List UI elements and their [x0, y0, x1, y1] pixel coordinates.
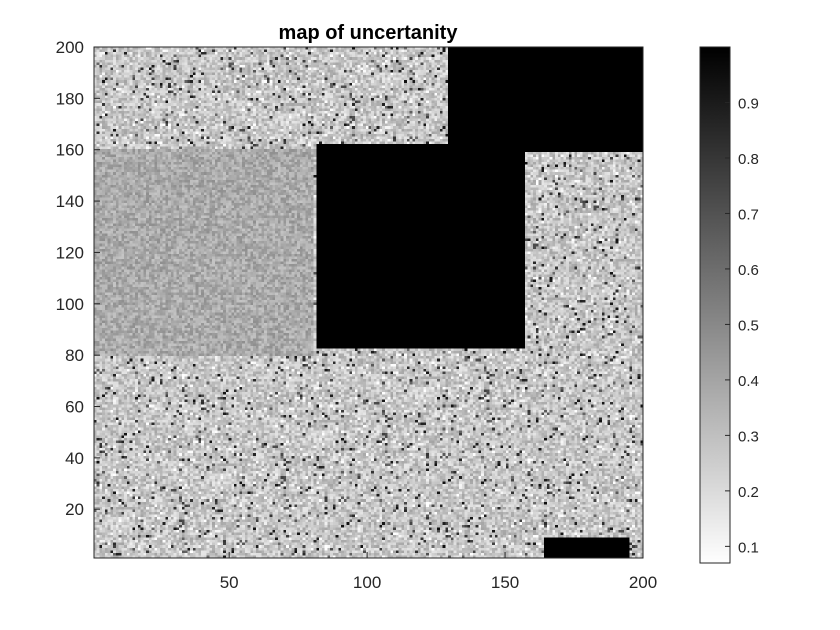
- chart-title: map of uncertanity: [279, 22, 459, 44]
- colorbar-tick-label: 0.2: [738, 484, 759, 501]
- colorbar-tick-label: 0.4: [738, 373, 759, 390]
- colorbar-axis: 0.1 0.2 0.3 0.4 0.5 0.6 0.7 0.8 0.9: [725, 95, 759, 556]
- y-tick-label: 100: [56, 295, 84, 314]
- x-tick-label: 100: [353, 573, 381, 592]
- y-tick-label: 60: [65, 397, 84, 416]
- x-tick-label: 50: [220, 573, 239, 592]
- colorbar-tick-label: 0.3: [738, 428, 759, 445]
- y-axis: 20 40 60 80 100 120 140 160 180 200: [56, 38, 100, 519]
- colorbar-tick-label: 0.9: [738, 95, 759, 112]
- y-tick-label: 200: [56, 38, 84, 57]
- plot-frame: [93, 46, 644, 559]
- y-tick-label: 140: [56, 192, 84, 211]
- y-tick-label: 180: [56, 89, 84, 108]
- colorbar-tick-label: 0.7: [738, 206, 759, 223]
- y-tick-label: 40: [65, 449, 84, 468]
- y-tick-label: 20: [65, 500, 84, 519]
- y-tick-label: 80: [65, 346, 84, 365]
- heatmap-image: [94, 47, 643, 558]
- y-tick-label: 120: [56, 243, 84, 262]
- colorbar-tick-label: 0.5: [738, 317, 759, 334]
- colorbar-tick-label: 0.8: [738, 151, 759, 168]
- x-tick-label: 150: [491, 573, 519, 592]
- x-axis: 50 100 150 200: [220, 552, 657, 592]
- colorbar-gradient: [700, 47, 730, 563]
- x-tick-label: 200: [629, 573, 657, 592]
- colorbar-frame: [699, 46, 731, 564]
- y-tick-label: 160: [56, 141, 84, 160]
- colorbar-tick-label: 0.6: [738, 262, 759, 279]
- colorbar-tick-label: 0.1: [738, 539, 759, 556]
